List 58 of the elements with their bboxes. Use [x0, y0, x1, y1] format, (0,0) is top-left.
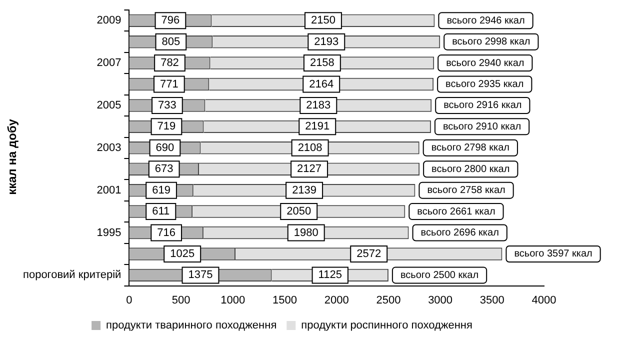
x-tick-label: 1500 — [272, 294, 297, 306]
data-label: 2127 — [297, 163, 322, 176]
x-tick-label: 1000 — [220, 294, 246, 306]
total-label: всього 3597 ккал — [514, 248, 592, 260]
legend-label: продукти роспинного походження — [301, 320, 472, 332]
data-label: 733 — [158, 100, 176, 112]
x-tick-label: 2500 — [376, 294, 401, 306]
y-tick-label: 1995 — [96, 226, 122, 239]
data-label: 771 — [160, 78, 178, 90]
data-label: 619 — [152, 184, 170, 196]
y-tick-label: 2007 — [96, 57, 122, 70]
data-label: 2158 — [310, 57, 334, 70]
total-label: всього 2661 ккал — [417, 206, 496, 218]
data-label: 2139 — [292, 184, 317, 196]
data-label: 796 — [161, 14, 180, 27]
data-label: 2164 — [309, 78, 334, 90]
y-axis-title: ккал на добу — [5, 118, 19, 197]
total-label: всього 2500 ккал — [400, 270, 479, 281]
total-label: всього 2940 ккал — [446, 58, 524, 69]
y-tick-label: 2001 — [96, 184, 122, 196]
total-label: всього 2758 ккал — [427, 185, 506, 196]
data-label: 1025 — [170, 248, 195, 260]
total-label: всього 2998 ккал — [452, 36, 530, 48]
total-label: всього 2935 ккал — [446, 79, 524, 90]
data-label: 2572 — [356, 248, 382, 260]
y-tick-label: пороговий критерій — [22, 269, 122, 282]
y-tick-label: 2003 — [96, 142, 122, 154]
data-label: 782 — [160, 57, 179, 70]
data-label: 673 — [154, 163, 174, 176]
x-tick-label: 4000 — [532, 294, 556, 306]
data-label: 805 — [162, 36, 180, 48]
total-label: всього 2916 ккал — [444, 100, 522, 112]
x-tick-label: 500 — [172, 294, 190, 306]
data-label: 611 — [152, 206, 170, 218]
data-label: 716 — [157, 226, 176, 239]
x-tick-label: 3000 — [428, 294, 453, 306]
data-label: 1980 — [294, 226, 318, 239]
data-label: 1375 — [188, 269, 213, 282]
y-tick-label: 2005 — [96, 100, 122, 112]
total-label: всього 2910 ккал — [442, 121, 522, 132]
total-label: всього 2696 ккал — [420, 228, 500, 239]
legend-label: продукти тваринного походження — [106, 320, 277, 332]
data-label: 2191 — [305, 120, 330, 133]
x-tick-label: 2000 — [324, 294, 349, 306]
total-label: всього 2946 ккал — [446, 15, 525, 26]
data-label: 2108 — [298, 142, 322, 154]
data-label: 719 — [157, 120, 176, 133]
data-label: 690 — [156, 142, 174, 154]
data-label: 2193 — [314, 36, 339, 48]
y-tick-label: 2009 — [96, 14, 122, 27]
total-label: всього 2800 ккал — [432, 164, 510, 175]
data-label: 2150 — [310, 14, 336, 27]
data-label: 2050 — [286, 206, 312, 218]
x-tick-label: 3500 — [480, 294, 504, 306]
data-label: 1125 — [318, 269, 342, 282]
data-label: 2183 — [306, 100, 331, 112]
total-label: всього 2798 ккал — [431, 142, 510, 154]
x-tick-label: 0 — [126, 294, 132, 306]
